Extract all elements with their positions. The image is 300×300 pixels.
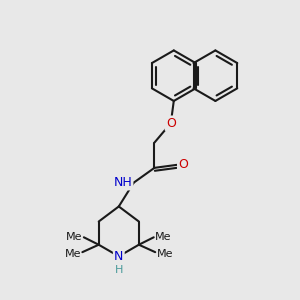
- Text: Me: Me: [157, 249, 173, 259]
- Text: Me: Me: [155, 232, 172, 242]
- Text: Me: Me: [66, 232, 82, 242]
- Text: Me: Me: [64, 249, 81, 259]
- Text: O: O: [166, 117, 176, 130]
- Text: NH: NH: [113, 176, 132, 189]
- Text: O: O: [178, 158, 188, 171]
- Text: H: H: [115, 265, 123, 275]
- Text: N: N: [114, 250, 124, 263]
